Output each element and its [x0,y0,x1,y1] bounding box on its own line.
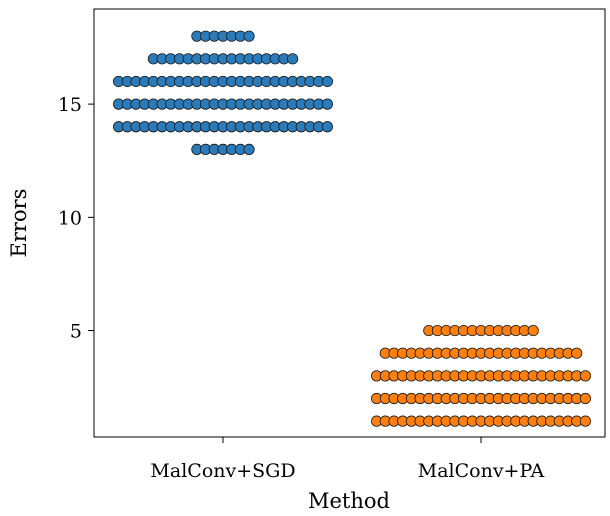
data-point [571,347,583,359]
data-point [579,415,592,427]
y-axis-label: Errors [7,189,31,258]
data-point [321,121,333,133]
data-point [321,98,333,110]
data-point [527,324,539,337]
data-point [579,392,592,405]
data-point [243,143,255,155]
y-axis: 5 10 15 [58,94,94,343]
x-tick-label: MalConv+PA [418,460,545,482]
y-tick-label: 15 [58,94,82,116]
y-tick-label: 10 [58,207,82,229]
data-points [113,30,592,427]
y-tick-label: 5 [70,321,82,343]
x-tick-label: MalConv+SGD [150,460,295,482]
data-point [321,75,333,88]
x-axis: MalConv+SGD MalConv+PA [150,437,545,482]
x-axis-label: Method [308,489,390,513]
data-point [286,53,299,65]
plot-frame [93,8,606,438]
data-point [243,30,255,42]
data-point [579,370,592,382]
